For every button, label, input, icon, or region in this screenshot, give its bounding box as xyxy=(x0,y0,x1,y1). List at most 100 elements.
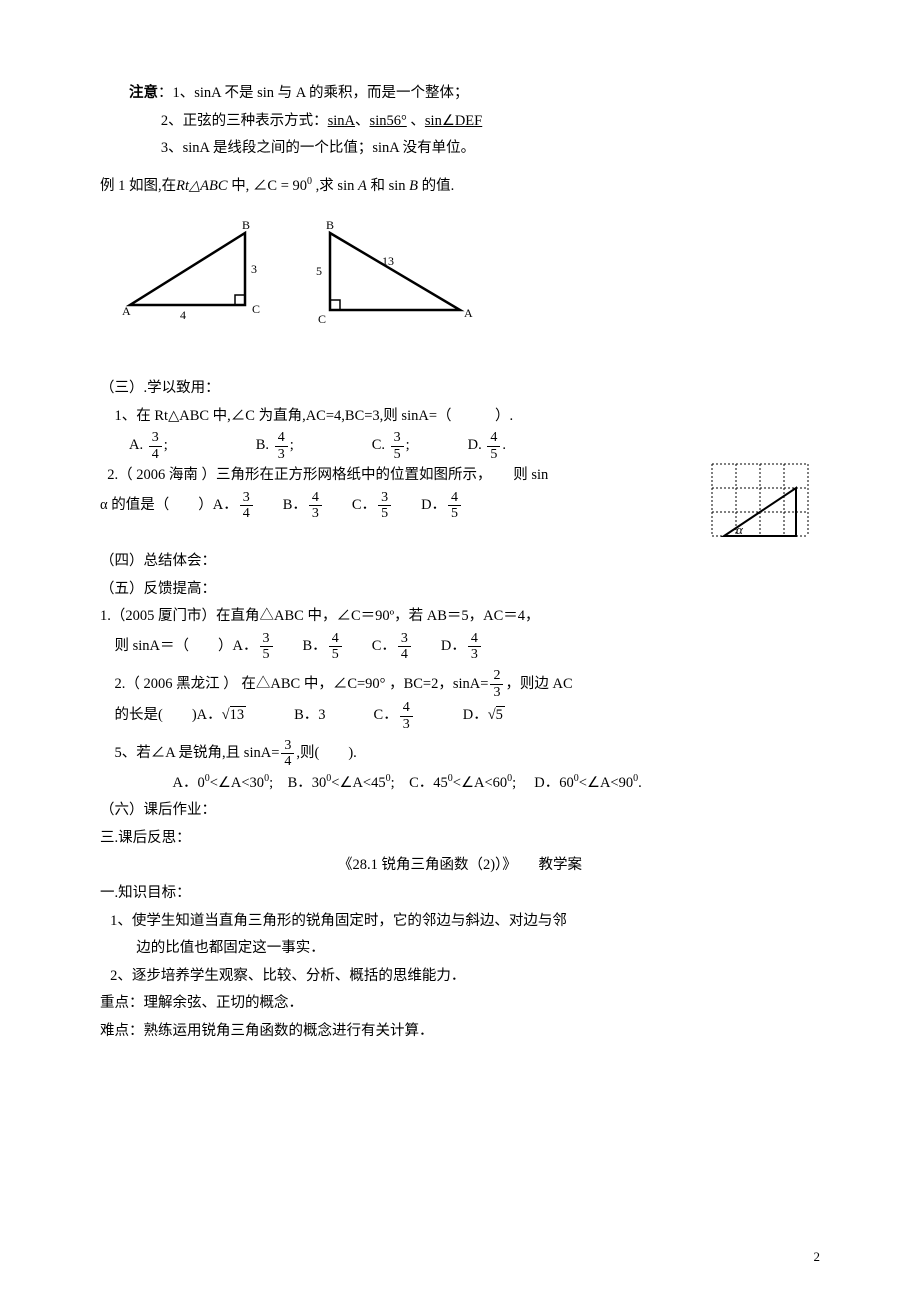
s3q2-A-lbl: A． xyxy=(213,492,238,520)
s5q1-C-lbl: C． xyxy=(372,633,396,661)
sep2: 、 xyxy=(407,113,425,129)
triangle-1: A B C 4 3 xyxy=(120,215,280,325)
s5q2-B: B．3 xyxy=(294,702,325,730)
s3q1-B-lbl: B. xyxy=(256,432,269,460)
s5q1-D: D．43 xyxy=(441,631,483,663)
s3q1-A-lbl: A. xyxy=(129,432,143,460)
s5q5-B: B．300<∠A<450; xyxy=(288,775,399,791)
s5q5D5: . xyxy=(638,775,642,791)
s5q5A1: A．0 xyxy=(173,775,205,791)
s5q2-C-lbl: C． xyxy=(374,702,398,730)
s5q2-Dv: 5 xyxy=(496,706,505,723)
s5q1-Ad: 5 xyxy=(260,647,273,662)
s3q1-An: 3 xyxy=(149,430,162,446)
s3q2-Cn: 3 xyxy=(378,490,391,506)
s3q2-Ad: 4 xyxy=(240,506,253,521)
s5q1-B-lbl: B． xyxy=(303,633,327,661)
s5q5C1: C．45 xyxy=(409,775,448,791)
s5q2-Av: 13 xyxy=(230,706,247,723)
s5-q1-l1: 1.（2005 厦门市）在直角△ABC 中，∠C＝90º，若 AB＝5，AC＝4… xyxy=(100,603,820,631)
sindef-underline: sin∠DEF xyxy=(425,113,482,129)
s3q2-C: C．35 xyxy=(352,490,393,522)
kg-2: 2、逐步培养学生观察、比较、分析、概括的思维能力． xyxy=(110,963,820,991)
sinA-underline: sinA xyxy=(328,113,355,129)
reflect-title: 三.课后反思： xyxy=(100,825,820,853)
s5q2-l1a: 2.（ 2006 黑龙江 ） 在△ABC 中，∠C=90° ，BC=2，sinA… xyxy=(115,671,489,699)
tri1-a: 3 xyxy=(251,262,257,276)
s5-q5-opts: A．00<∠A<300; B．300<∠A<450; C．450<∠A<600;… xyxy=(173,770,821,798)
s3q2-Dn: 4 xyxy=(448,490,461,506)
note-2: 2、正弦的三种表示方式：sinA、sin56° 、sin∠DEF xyxy=(161,108,820,136)
s3q2-Dd: 5 xyxy=(448,506,461,521)
s3q2-A: A．34 xyxy=(213,490,255,522)
ex1-mid2: ,求 sin xyxy=(312,178,358,194)
tri2-A: A xyxy=(464,306,473,320)
ex1-B: B xyxy=(409,178,418,194)
s5q2-Cd: 3 xyxy=(400,717,413,732)
s5q1-D-lbl: D． xyxy=(441,633,466,661)
s5q2-l1b: ，则边 AC xyxy=(505,671,572,699)
chapter-title: 《28.1 锐角三角函数（2)）》 教学案 xyxy=(100,852,820,880)
page-number: 2 xyxy=(814,1245,821,1270)
s5q1-B: B．45 xyxy=(303,631,344,663)
s3q1-Bn: 4 xyxy=(275,430,288,446)
key-point: 重点：理解余弦、正切的概念． xyxy=(100,990,820,1018)
ex1-mid3: 和 sin xyxy=(367,178,409,194)
s5q2-pre: 的长是( ) xyxy=(115,702,197,730)
s5q2-C: C．43 xyxy=(374,700,415,732)
s5q2-A: A． 13 xyxy=(197,702,246,730)
s3q1-Ad: 4 xyxy=(149,447,162,462)
notes-block: 注意：1、sinA 不是 sin 与 A 的乘积，而是一个整体； 2、正弦的三种… xyxy=(100,80,820,163)
s5q1-Cd: 4 xyxy=(398,647,411,662)
s5q5B1: B．30 xyxy=(288,775,327,791)
note-1-text: 1、sinA 不是 sin 与 A 的乘积，而是一个整体； xyxy=(173,85,469,101)
ex1-tri: Rt△ABC xyxy=(176,178,227,194)
s3q1-Ds: . xyxy=(502,432,506,460)
s3q1-Dn: 4 xyxy=(487,430,500,446)
s3q1-Cn: 3 xyxy=(391,430,404,446)
example-figures: A B C 4 3 B C A 5 13 xyxy=(120,215,820,325)
s5q5-post: ,则( ). xyxy=(296,740,356,768)
s5q1-A-lbl: A． xyxy=(233,633,258,661)
sep1: 、 xyxy=(355,113,370,129)
s5q2-A-lbl: A． xyxy=(197,702,222,730)
kg-1b: 边的比值也都固定这一事实． xyxy=(136,935,820,963)
s5q5-fn: 3 xyxy=(281,738,294,754)
note-1: 注意：1、sinA 不是 sin 与 A 的乘积，而是一个整体； xyxy=(100,80,820,108)
hard-point: 难点：熟练运用锐角三角函数的概念进行有关计算． xyxy=(100,1018,820,1046)
s3q1-Dd: 5 xyxy=(487,447,500,462)
note-3: 3、sinA 是线段之间的一个比值；sinA 没有单位。 xyxy=(161,135,820,163)
s3q1-Cs: ; xyxy=(406,432,410,460)
s5q1-Bn: 4 xyxy=(329,631,342,647)
kg-1a: 1、使学生知道当直角三角形的锐角固定时，它的邻边与斜边、对边与邻 xyxy=(110,908,820,936)
s5q5C5: ; xyxy=(512,775,520,791)
tri1-b: 4 xyxy=(180,308,186,322)
s5q5-pre: 5、若∠A 是锐角,且 sinA= xyxy=(115,740,280,768)
s5q5-C: C．450<∠A<600; xyxy=(409,775,520,791)
s3-q1-options: A. 34 ; B. 43 ; C. 35 ; D. 45 . xyxy=(129,430,820,462)
s3q2-C-lbl: C． xyxy=(352,492,376,520)
s5q2-D-lbl: D． xyxy=(463,702,488,730)
s5-q5: 5、若∠A 是锐角,且 sinA=34,则( ). xyxy=(115,738,821,770)
s5q1-Dd: 3 xyxy=(468,647,481,662)
s5q2-fn: 2 xyxy=(490,668,503,684)
s5q2-D: D． 5 xyxy=(463,702,505,730)
ex1-A: A xyxy=(358,178,367,194)
s5q5A5: ; xyxy=(269,775,277,791)
s3-q2-line2: α 的值是（ ） A．34 B．43 C．35 D．45 xyxy=(100,490,700,522)
grid-figure: α xyxy=(710,462,820,548)
sin56-underline: sin56° xyxy=(370,113,407,129)
section-5-title: （五）反馈提高： xyxy=(100,576,820,604)
tri1-B: B xyxy=(242,218,250,232)
tri1-C: C xyxy=(252,302,260,316)
ex1-pre: 例 1 如图,在 xyxy=(100,178,176,194)
ex1-mid1: 中, ∠C = 90 xyxy=(228,178,307,194)
s3-q1-text: 1、在 Rt△ABC 中,∠C 为直角,AC=4,BC=3,则 sinA=（ ）… xyxy=(115,403,821,431)
s3q2-D-lbl: D． xyxy=(421,492,446,520)
section-4-title: （四）总结体会： xyxy=(100,548,820,576)
s5q5C3: <∠A<60 xyxy=(453,775,507,791)
ex1-end: 的值. xyxy=(418,178,454,194)
s3q1-As: ; xyxy=(164,432,168,460)
s3q2-Bd: 3 xyxy=(309,506,322,521)
s3q1-A: A. 34 ; xyxy=(129,430,168,462)
